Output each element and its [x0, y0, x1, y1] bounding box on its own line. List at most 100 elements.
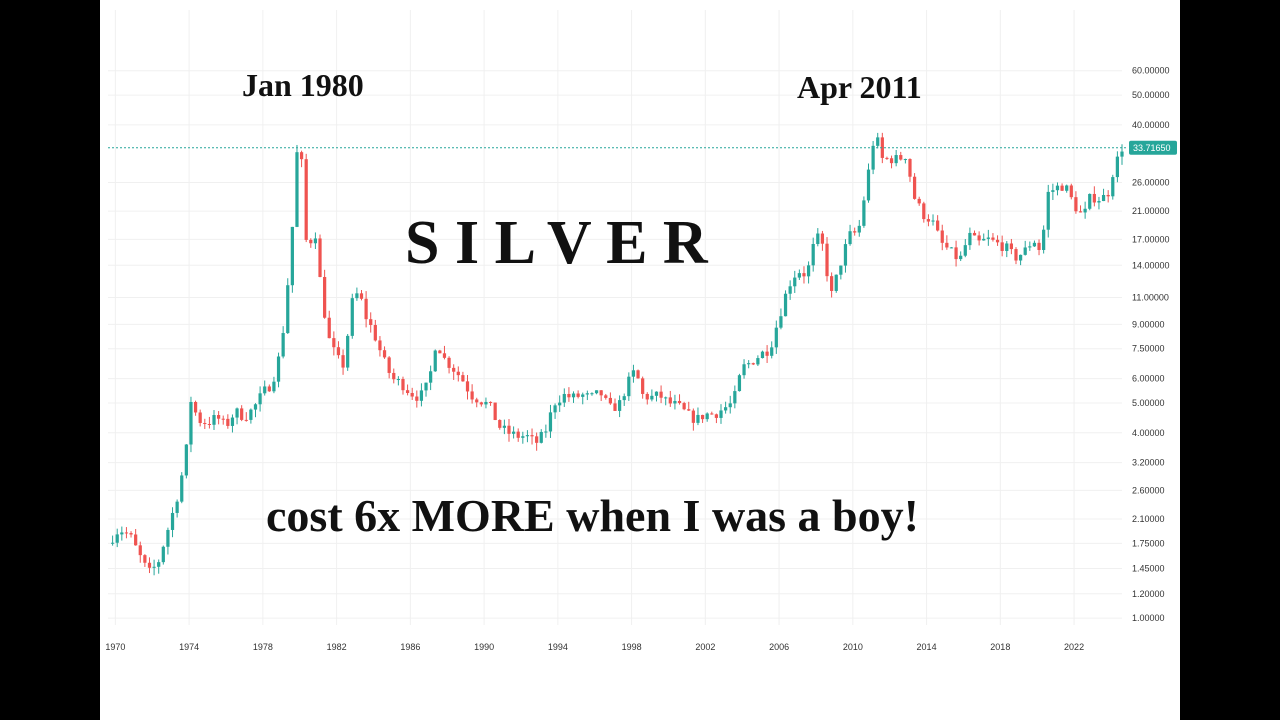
candle-body [447, 357, 451, 368]
candle-body [571, 393, 576, 398]
candle-body [830, 276, 834, 291]
candle-body [747, 363, 751, 365]
y-tick-label: 14.00000 [1132, 260, 1170, 270]
silver-price-chart: 1.00000 1.20000 1.45000 1.75000 2.10000 2.600… [105, 10, 1177, 652]
candle-body [1055, 185, 1060, 191]
chart-subtitle: cost 6x MORE when I was a boy! [266, 490, 919, 541]
candle-body [295, 152, 299, 227]
candle-body [664, 397, 668, 399]
candle-body [166, 529, 170, 547]
candle-body [267, 386, 271, 392]
candle-body [1023, 247, 1027, 255]
candle-body [613, 403, 617, 411]
candle-body [839, 265, 843, 275]
candle-body [323, 276, 327, 318]
candle-body [341, 355, 345, 368]
candle-body [138, 545, 142, 556]
candle-body [788, 286, 792, 294]
candle-body [1032, 242, 1037, 247]
candle-body [1014, 249, 1018, 261]
y-tick-label: 2.60000 [1132, 485, 1165, 495]
candle-body [972, 232, 977, 236]
candle-body [479, 402, 483, 405]
candle-body [1042, 229, 1046, 250]
candle-body [581, 394, 585, 397]
grid [108, 10, 1122, 625]
candle-body [982, 238, 986, 241]
candle-body [991, 237, 995, 240]
candle-body [751, 363, 755, 365]
candle-body [129, 533, 133, 535]
x-tick-label: 1990 [474, 642, 494, 652]
candle-body [387, 357, 391, 373]
candle-body [700, 414, 705, 420]
candle-body [170, 512, 175, 530]
x-tick-label: 1970 [105, 642, 125, 652]
candle-body [1005, 243, 1009, 251]
candle-body [724, 407, 728, 411]
candle-body [567, 393, 571, 398]
y-tick-label: 1.75000 [1132, 538, 1165, 548]
candle-body [1069, 185, 1073, 198]
candle-body [917, 198, 921, 204]
candle-body [276, 356, 281, 382]
candle-body [1111, 177, 1115, 197]
chart-title: S I L V E R [405, 209, 709, 277]
y-axis: 1.00000 1.20000 1.45000 1.75000 2.10000 2.600… [1132, 66, 1170, 623]
y-tick-label: 5.00000 [1132, 398, 1165, 408]
x-tick-label: 2018 [990, 642, 1010, 652]
candle-body [654, 391, 659, 396]
candle-body [521, 436, 525, 438]
candle-body [332, 338, 336, 348]
candle-body [668, 397, 672, 404]
candle-body [645, 393, 649, 400]
candle-body [1088, 193, 1092, 209]
candle-body [912, 176, 917, 199]
candle-body [184, 444, 188, 476]
candle-body [405, 390, 410, 394]
x-tick-label: 1994 [548, 642, 568, 652]
candle-body [493, 402, 497, 421]
y-tick-label: 50.00000 [1132, 90, 1170, 100]
candle-body [650, 395, 654, 400]
candle-body [853, 231, 857, 233]
candle-body [304, 159, 308, 240]
candle-body [954, 247, 958, 260]
candle-body [816, 233, 820, 244]
y-tick-label: 6.00000 [1132, 374, 1165, 384]
candle-body [594, 390, 599, 394]
candle-body [327, 317, 331, 339]
candle-body [401, 379, 405, 391]
candle-body [710, 413, 714, 415]
candle-body [857, 225, 861, 233]
candle-body [115, 534, 119, 543]
candle-body [212, 415, 216, 425]
candle-body [733, 391, 737, 404]
candle-body [1009, 243, 1013, 250]
candle-body [369, 319, 373, 326]
candle-body [226, 418, 230, 426]
candle-body [263, 386, 267, 394]
candle-body [604, 395, 608, 398]
candle-body [392, 372, 396, 380]
candle-body [484, 401, 488, 405]
candle-body [134, 534, 138, 546]
candle-body [475, 399, 479, 403]
candle-body [290, 226, 294, 286]
candle-body [1028, 246, 1032, 248]
x-tick-label: 1998 [622, 642, 642, 652]
candle-body [359, 293, 364, 299]
candle-body [230, 417, 235, 426]
candle-body [221, 418, 225, 420]
candle-body [429, 371, 433, 383]
candle-body [355, 293, 359, 299]
candle-body [147, 562, 152, 568]
candle-body [198, 412, 202, 423]
candle-body [876, 137, 880, 146]
candle-body [862, 200, 866, 226]
candle-body [793, 277, 797, 287]
candle-body [1060, 185, 1064, 191]
candle-body [410, 393, 414, 397]
candle-body [631, 370, 636, 377]
candle-body [977, 235, 981, 241]
